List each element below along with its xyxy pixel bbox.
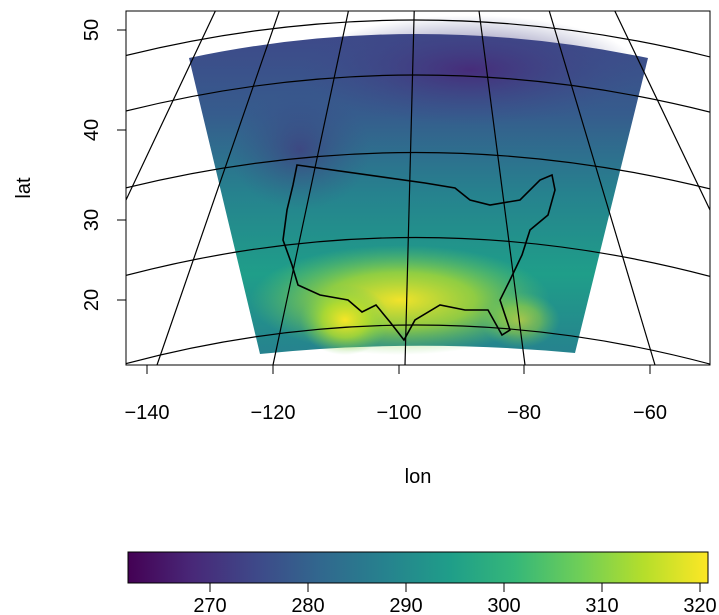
colorbar-tick-label: 280 [291,595,324,615]
hot-region-southwest [300,285,390,355]
colorbar-tick-label: 290 [389,595,422,615]
colorbar-tick-label: 270 [193,595,226,615]
y-tick-label: 50 [81,19,103,41]
heatmap-field [189,15,648,355]
cold-region-north [300,15,640,125]
colorbar-ticks [209,583,701,592]
x-axis [146,364,651,374]
x-tick-label: −120 [250,402,295,424]
us-outline [282,164,556,342]
y-tick-label: 30 [81,209,103,231]
x-axis-title: lon [405,466,432,488]
x-tick-label: −140 [124,402,169,424]
x-tick-label: −100 [376,402,421,424]
x-tick-label: −60 [633,402,667,424]
colorbar [127,551,709,584]
colorbar-tick-label: 310 [585,595,618,615]
graticule [126,11,710,365]
colorbar-tick-label: 300 [487,595,520,615]
y-tick-label: 40 [81,119,103,141]
cold-region-west [230,90,370,210]
y-axis [117,29,127,301]
x-tick-label: −80 [507,402,541,424]
colorbar-tick-label: 320 [683,595,716,615]
warm-region-southeast [480,292,560,348]
y-tick-label: 20 [81,289,103,311]
y-axis-title: lat [13,177,35,199]
